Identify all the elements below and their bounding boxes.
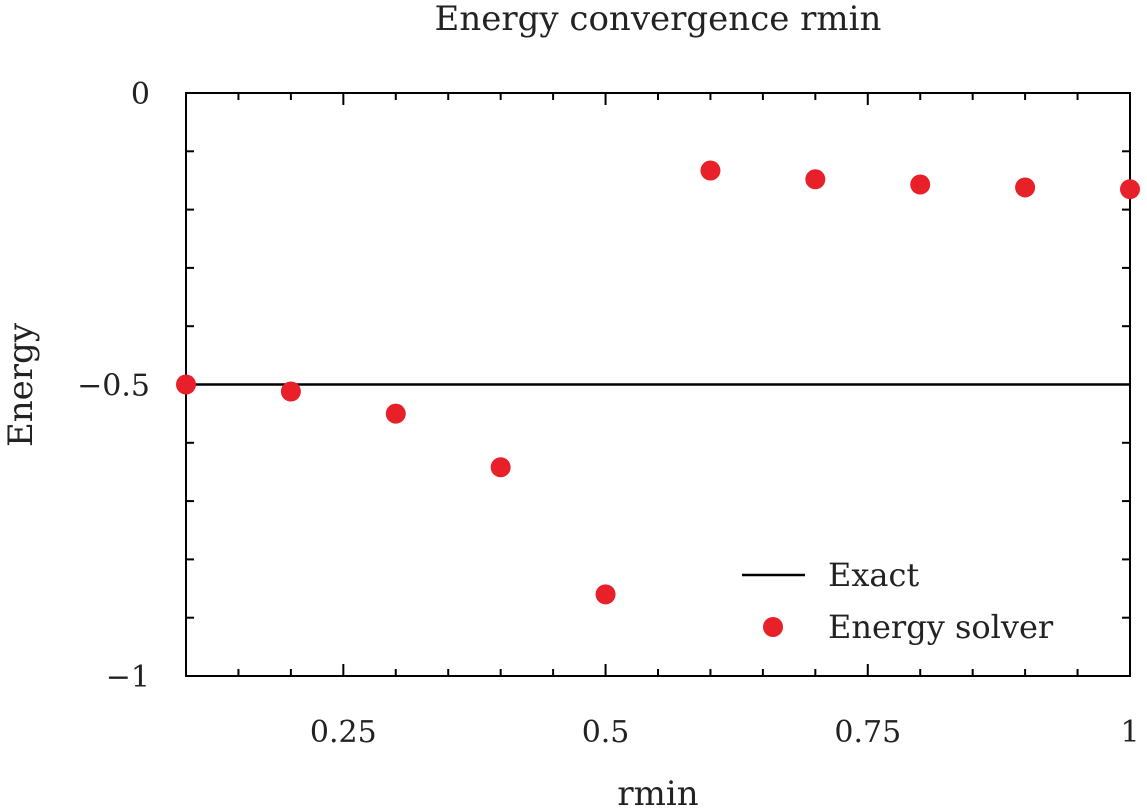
series-layer <box>176 160 1140 605</box>
chart-title: Energy convergence rmin <box>435 0 882 39</box>
x-axis-label: rmin <box>617 774 698 810</box>
y-tick-label: −0.5 <box>77 369 150 404</box>
data-point <box>1120 179 1140 200</box>
y-tick-label: 0 <box>131 77 150 112</box>
data-point <box>1015 177 1036 198</box>
data-point <box>595 584 616 605</box>
legend-label: Energy solver <box>828 608 1054 646</box>
x-tick-label: 0.75 <box>834 715 901 750</box>
data-point <box>910 174 931 195</box>
data-point <box>490 457 511 478</box>
x-tick-label: 0.5 <box>582 715 630 750</box>
legend-marker-swatch <box>763 617 783 637</box>
legend: Exact Energy solver <box>742 556 1054 646</box>
data-point <box>176 374 196 395</box>
data-point <box>385 403 406 424</box>
y-axis-label: Energy <box>1 322 41 447</box>
y-tick-label: −1 <box>106 660 150 695</box>
data-point <box>280 381 301 402</box>
data-point <box>700 160 721 181</box>
x-tick-label: 1 <box>1120 715 1139 750</box>
legend-label: Exact <box>828 556 919 594</box>
x-tick-label: 0.25 <box>310 715 377 750</box>
data-point <box>805 169 826 190</box>
tick-labels: 0.25 0.5 0.75 1 0 −0.5 −1 <box>77 77 1139 750</box>
